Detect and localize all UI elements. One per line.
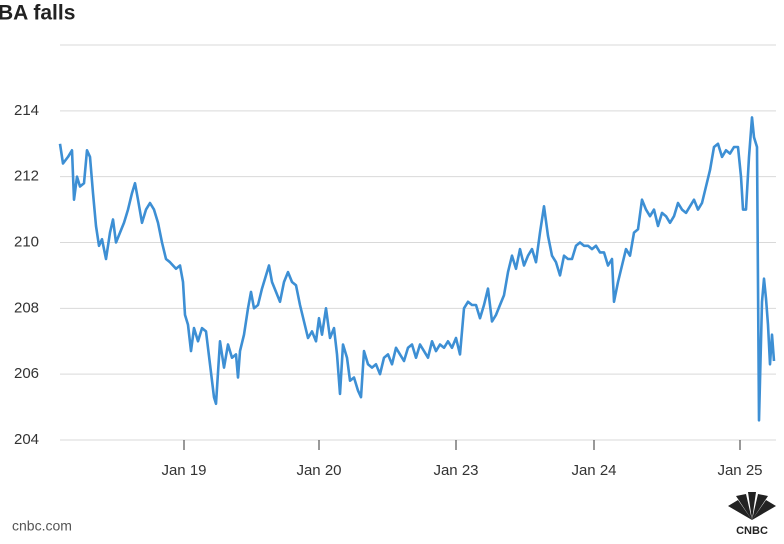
x-tick-label: Jan 19 [161,462,206,479]
y-tick-label: 204 [14,431,39,448]
x-tick-label: Jan 23 [433,462,478,479]
chart-title: BA falls [0,2,75,25]
x-tick-label: Jan 24 [571,462,616,479]
y-tick-label: 210 [14,233,39,250]
logo-text: CNBC [736,525,768,537]
x-tick-label: Jan 20 [296,462,341,479]
y-tick-label: 206 [14,365,39,382]
logo-peacock [728,492,776,520]
x-tick-label: Jan 25 [717,462,762,479]
price-line [58,116,776,422]
y-tick-label: 214 [14,102,39,119]
source: cnbc.com [12,518,72,534]
logo: CNBC [728,492,776,537]
y-tick-label: 208 [14,299,39,316]
y-tick-label: 212 [14,168,39,185]
